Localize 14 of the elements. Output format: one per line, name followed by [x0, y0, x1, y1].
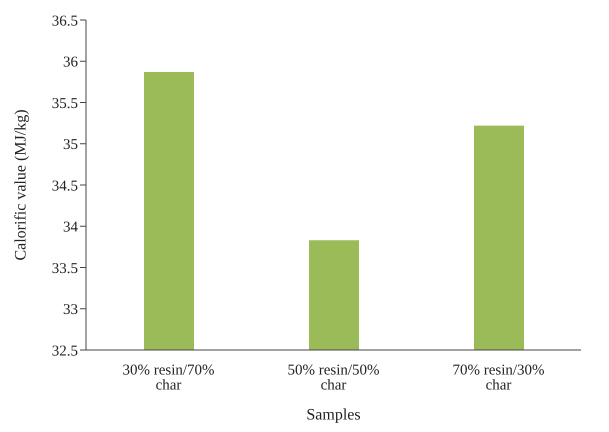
x-tick-label: 50% resin/50% char [287, 362, 380, 394]
x-tick-label: 70% resin/30% char [452, 362, 545, 394]
y-tick-label: 34.5 [52, 178, 78, 194]
x-axis-title: Samples [306, 406, 361, 424]
y-tick-label: 33 [63, 302, 78, 318]
y-axis-title: Calorific value (MJ/kg) [12, 109, 30, 261]
y-tick-label: 33.5 [52, 260, 78, 277]
y-tick-label: 35.5 [52, 96, 78, 112]
y-tick-label: 32.5 [52, 343, 78, 360]
x-tick-label: 30% resin/70% char [122, 362, 215, 394]
y-tick-label: 36.5 [52, 13, 78, 30]
y-tick-label: 36 [63, 54, 78, 71]
y-tick-label: 35 [63, 137, 78, 154]
y-tick-label: 34 [63, 220, 78, 236]
